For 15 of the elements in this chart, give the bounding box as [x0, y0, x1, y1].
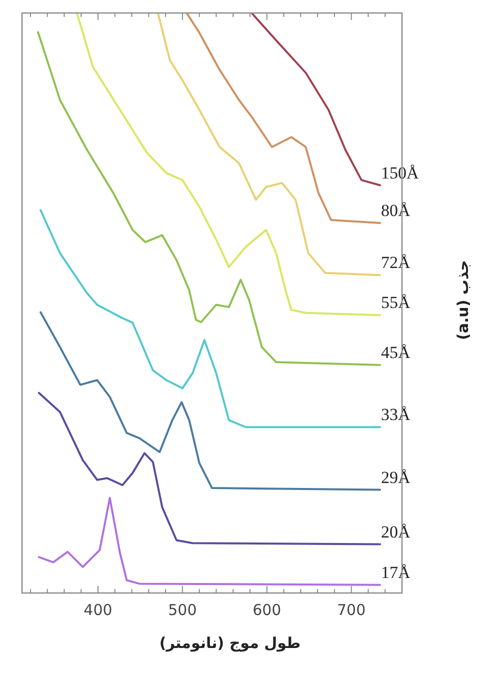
series-label: 20Å — [381, 522, 412, 542]
x-tick-label: 500 — [168, 601, 197, 619]
series-label: 33Å — [381, 405, 412, 424]
x-tick-label: 400 — [84, 601, 112, 619]
series-label: 29Å — [381, 468, 412, 487]
x-tick-label: 600 — [252, 601, 282, 619]
series-label: 45Å — [381, 343, 412, 362]
series-label: 80Å — [381, 200, 412, 220]
y-axis-title: جذب (a.u) — [454, 260, 472, 340]
series-label: 150Å — [381, 163, 420, 182]
x-tick-label: 700 — [337, 601, 366, 619]
series-label: 17Å — [381, 562, 412, 582]
series-label: 72Å — [381, 253, 412, 272]
series-label: 55Å — [381, 293, 412, 312]
x-axis-title: طول موج (نانومتر) — [159, 634, 301, 652]
